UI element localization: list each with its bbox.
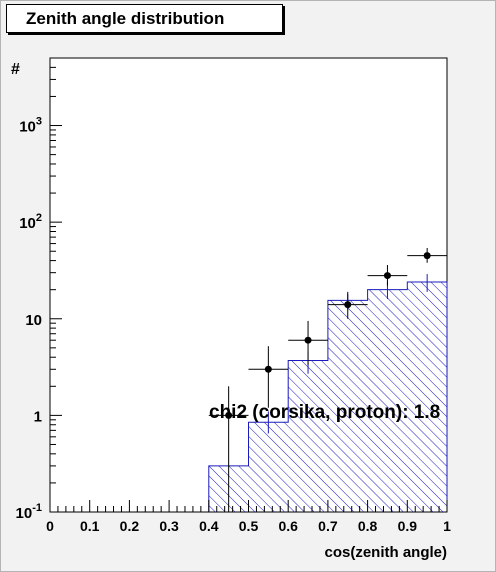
x-tick-label: 0.9	[398, 518, 418, 534]
histogram-layer	[208, 281, 448, 512]
histogram-outline	[208, 281, 448, 512]
x-tick-label: 0.5	[239, 518, 259, 534]
y-tick-label: 1	[34, 408, 42, 425]
y-tick-label: 103	[19, 116, 42, 136]
data-point-4	[383, 272, 391, 280]
x-tick-label: 0.6	[278, 518, 298, 534]
y-tick-base: 1	[34, 408, 42, 425]
x-tick-label: 1	[443, 518, 451, 534]
data-points-layer	[208, 248, 447, 512]
data-point-1	[264, 365, 272, 373]
chi2-annotation: chi2 (corsika, proton): 1.8	[209, 402, 440, 423]
data-point-3	[344, 301, 352, 309]
y-tick-base: 10	[25, 312, 42, 329]
histogram-bin-3	[327, 300, 368, 512]
histogram-bin-1	[248, 422, 289, 512]
y-tick-exponent: 3	[36, 116, 42, 128]
x-tick-label: 0.4	[199, 518, 219, 534]
x-tick-label: 0.3	[159, 518, 179, 534]
x-axis-label: cos(zenith angle)	[324, 544, 447, 561]
y-tick-base: 10	[19, 119, 36, 136]
data-point-2	[304, 336, 312, 344]
x-tick-label: 0.1	[80, 518, 100, 534]
chart-title: Zenith angle distribution	[6, 4, 283, 33]
y-tick-exponent: -1	[32, 502, 42, 514]
y-tick-base: 10	[19, 215, 36, 232]
y-tick-label: 10	[25, 312, 42, 329]
histogram-bin-4	[367, 289, 408, 512]
histogram-bin-5	[407, 282, 447, 512]
x-tick-label: 0.8	[358, 518, 378, 534]
y-tick-label: 10-1	[16, 502, 42, 522]
histogram-bin-2	[288, 360, 328, 512]
y-tick-label: 102	[19, 212, 42, 232]
x-axis: 0 0.1 0.2 0.3 0.4 0.5 0.6 0.7 0.8 0.9 1	[46, 500, 451, 534]
data-point-0	[225, 411, 233, 419]
x-tick-label: 0.2	[120, 518, 140, 534]
y-axis-label: #	[11, 61, 20, 78]
x-tick-label: 0	[46, 518, 54, 534]
x-tick-label: 0.7	[318, 518, 338, 534]
data-point-5	[423, 252, 431, 260]
y-tick-exponent: 2	[36, 212, 42, 224]
y-tick-base: 10	[16, 505, 33, 522]
